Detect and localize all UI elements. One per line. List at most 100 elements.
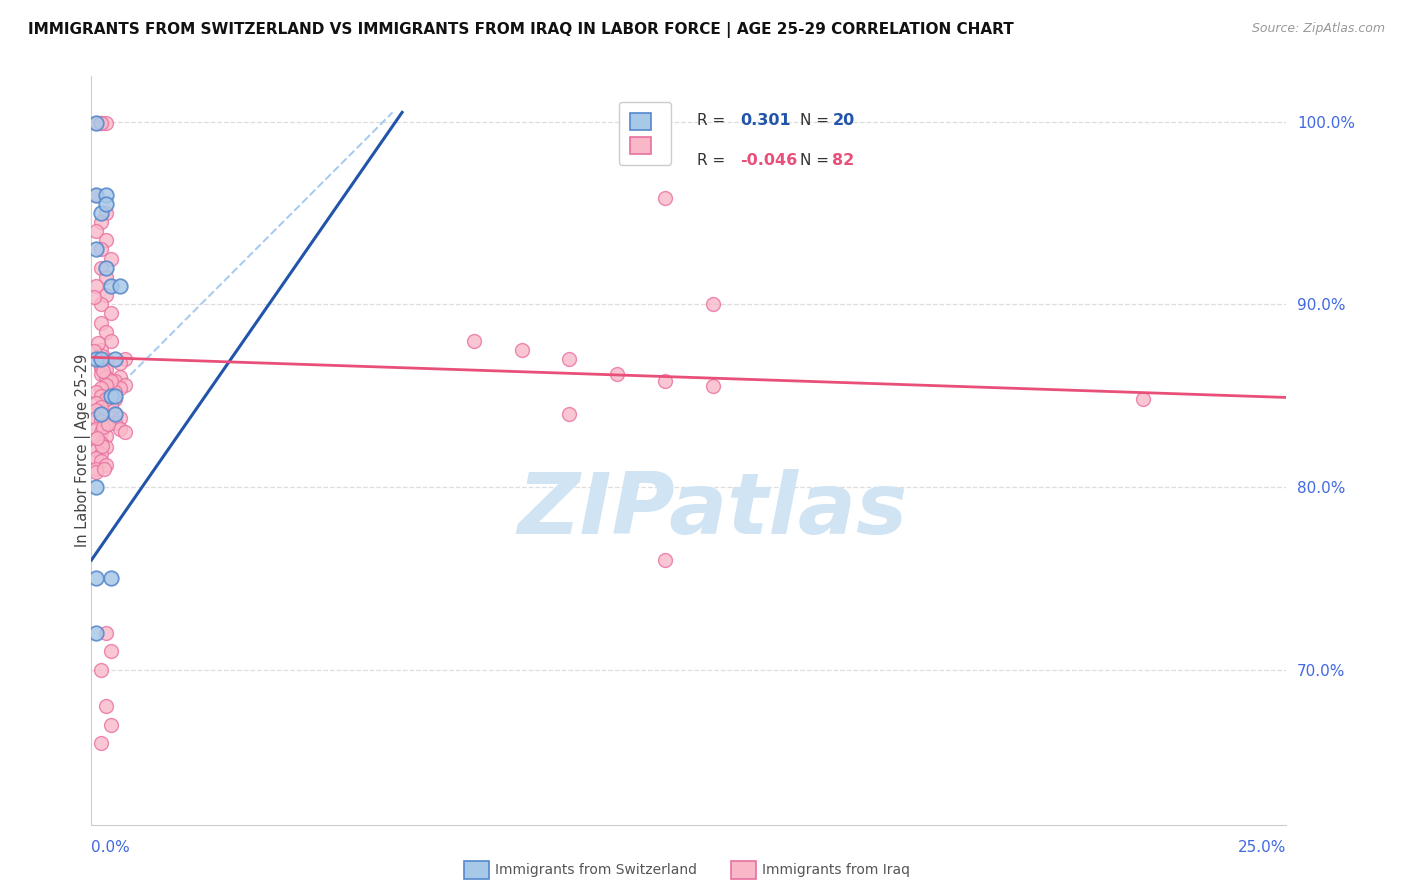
Text: N =: N = — [800, 153, 830, 168]
Point — [84, 116, 107, 130]
Point — [100, 252, 122, 266]
Point — [84, 626, 107, 640]
Point — [104, 384, 127, 399]
Point — [94, 206, 117, 220]
Point — [100, 398, 122, 412]
Point — [94, 626, 117, 640]
Point — [100, 571, 122, 585]
Point — [94, 370, 117, 384]
Point — [90, 343, 112, 357]
Point — [654, 374, 676, 388]
Point — [100, 334, 122, 348]
Point — [100, 389, 122, 403]
Point — [90, 361, 112, 376]
Point — [90, 436, 112, 450]
Point — [606, 367, 628, 381]
Point — [84, 116, 107, 130]
Point — [90, 425, 112, 440]
Point — [100, 644, 122, 658]
Point — [702, 379, 724, 393]
Legend: , : , — [619, 103, 671, 164]
Point — [84, 450, 107, 465]
Point — [94, 352, 117, 367]
Point — [90, 447, 112, 461]
Text: Immigrants from Iraq: Immigrants from Iraq — [762, 863, 910, 877]
Point — [94, 440, 117, 454]
Point — [84, 279, 107, 293]
Point — [83, 343, 105, 358]
Point — [90, 454, 112, 468]
Point — [94, 187, 117, 202]
Point — [86, 432, 108, 446]
Point — [558, 407, 581, 421]
Point — [654, 553, 676, 567]
Point — [104, 389, 127, 403]
Point — [90, 316, 112, 330]
Point — [84, 187, 107, 202]
Point — [84, 396, 107, 410]
Point — [94, 429, 117, 443]
Point — [100, 279, 122, 293]
Point — [114, 425, 136, 440]
Point — [104, 374, 127, 388]
Point — [84, 384, 107, 399]
Point — [90, 381, 112, 395]
Point — [108, 381, 131, 395]
Point — [94, 363, 117, 377]
Text: Immigrants from Switzerland: Immigrants from Switzerland — [495, 863, 697, 877]
Point — [90, 206, 112, 220]
Point — [90, 414, 112, 428]
Point — [90, 116, 112, 130]
Point — [90, 352, 112, 367]
Point — [90, 359, 112, 374]
Text: 82: 82 — [832, 153, 855, 168]
Point — [94, 370, 117, 384]
Point — [90, 367, 112, 381]
Point — [108, 356, 131, 370]
Text: 0.301: 0.301 — [741, 113, 792, 128]
Point — [108, 410, 131, 425]
Text: 25.0%: 25.0% — [1239, 840, 1286, 855]
Point — [93, 461, 115, 475]
Point — [463, 334, 485, 348]
Point — [104, 416, 127, 430]
Text: IMMIGRANTS FROM SWITZERLAND VS IMMIGRANTS FROM IRAQ IN LABOR FORCE | AGE 25-29 C: IMMIGRANTS FROM SWITZERLAND VS IMMIGRANT… — [28, 22, 1014, 38]
Text: R =: R = — [697, 153, 725, 168]
Point — [91, 349, 114, 363]
Point — [94, 458, 117, 472]
Text: ZIPatlas: ZIPatlas — [517, 469, 908, 552]
Point — [90, 407, 112, 421]
Point — [90, 116, 112, 130]
Point — [108, 370, 131, 384]
Point — [654, 191, 676, 205]
Point — [84, 443, 107, 458]
Point — [91, 364, 114, 378]
Point — [84, 461, 107, 475]
Y-axis label: In Labor Force | Age 25-29: In Labor Force | Age 25-29 — [75, 354, 91, 547]
Point — [94, 288, 117, 302]
Point — [84, 571, 107, 585]
Point — [87, 335, 110, 350]
Point — [90, 663, 112, 677]
Point — [108, 421, 131, 435]
Point — [90, 297, 112, 311]
Point — [90, 389, 112, 403]
Point — [97, 417, 120, 432]
Point — [90, 736, 112, 750]
Point — [114, 352, 136, 367]
Point — [84, 466, 107, 480]
Point — [94, 392, 117, 407]
Point — [94, 377, 117, 392]
Text: Source: ZipAtlas.com: Source: ZipAtlas.com — [1251, 22, 1385, 36]
Point — [94, 699, 117, 714]
Point — [104, 352, 127, 367]
Point — [94, 116, 117, 130]
Point — [90, 260, 112, 275]
Text: 20: 20 — [832, 113, 855, 128]
Point — [91, 439, 114, 453]
Point — [94, 325, 117, 339]
Text: 0.0%: 0.0% — [91, 840, 131, 855]
Point — [84, 352, 107, 367]
Point — [558, 352, 581, 367]
Point — [90, 400, 112, 414]
